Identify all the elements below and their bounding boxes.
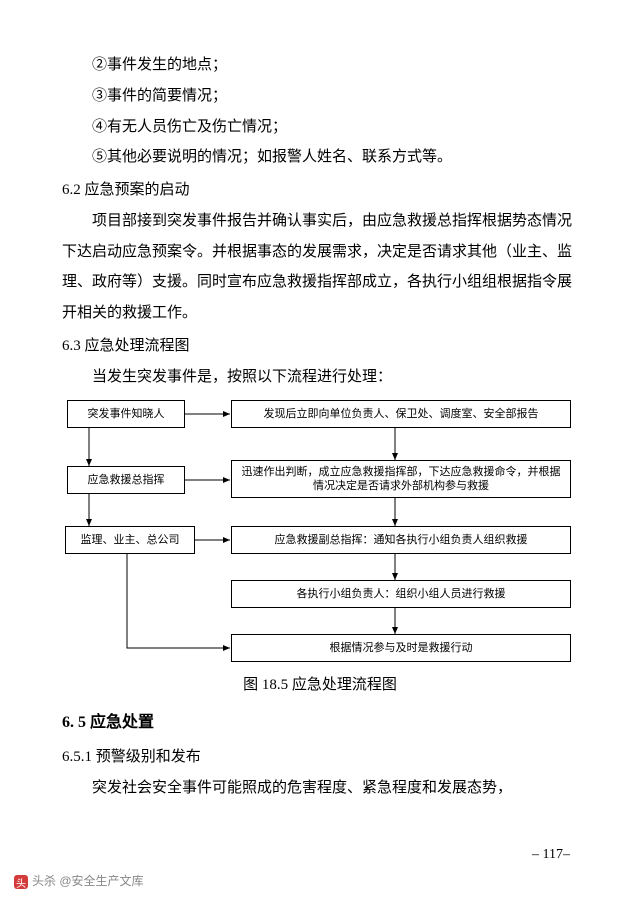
list-item-5: ⑤其他必要说明的情况；如报警人姓名、联系方式等。	[62, 142, 578, 173]
watermark-icon	[14, 875, 28, 889]
page-number: – 117–	[532, 841, 570, 870]
heading-6-2: 6.2 应急预案的启动	[62, 175, 578, 206]
flow-node-3: 应急救援总指挥	[67, 466, 185, 494]
flow-node-7: 各执行小组负责人：组织小组人员进行救援	[231, 580, 571, 608]
flow-node-8: 根据情况参与及时是救援行动	[231, 634, 571, 662]
flow-node-6: 应急救援副总指挥：通知各执行小组负责人组织救援	[231, 526, 571, 554]
flowchart: 突发事件知晓人 发现后立即向单位负责人、保卫处、调度室、安全部报告 应急救援总指…	[65, 398, 575, 666]
flow-node-2: 发现后立即向单位负责人、保卫处、调度室、安全部报告	[231, 400, 571, 428]
para-6-2: 项目部接到突发事件报告并确认事实后，由应急救援总指挥根据势态情况下达启动应急预案…	[62, 206, 578, 329]
watermark-text: 头杀 @安全生产文库	[32, 874, 144, 888]
intro-6-3: 当发生突发事件是，按照以下流程进行处理：	[62, 362, 578, 393]
flow-node-5: 监理、业主、总公司	[65, 526, 195, 554]
flow-node-4: 迅速作出判断，成立应急救援指挥部，下达应急救援命令，并根据情况决定是否请求外部机…	[231, 460, 571, 498]
flowchart-caption: 图 18.5 应急处理流程图	[62, 670, 578, 701]
heading-6-3: 6.3 应急处理流程图	[62, 331, 578, 362]
heading-6-5: 6. 5 应急处置	[62, 707, 578, 740]
list-item-3: ③事件的简要情况；	[62, 81, 578, 112]
para-6-5-1: 突发社会安全事件可能照成的危害程度、紧急程度和发展态势，	[62, 773, 578, 804]
list-item-2: ②事件发生的地点；	[62, 50, 578, 81]
watermark: 头杀 @安全生产文库	[14, 869, 144, 894]
list-item-4: ④有无人员伤亡及伤亡情况；	[62, 112, 578, 143]
flow-node-1: 突发事件知晓人	[67, 400, 185, 428]
heading-6-5-1: 6.5.1 预警级别和发布	[62, 742, 578, 773]
